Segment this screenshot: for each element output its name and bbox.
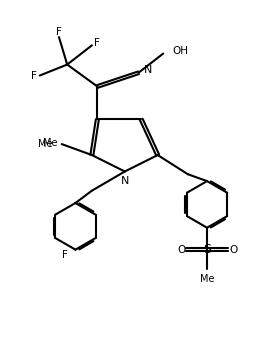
Text: OH: OH [173, 46, 189, 56]
Text: S: S [203, 243, 211, 256]
Text: Me: Me [38, 139, 52, 149]
Text: Me: Me [200, 274, 214, 284]
Text: F: F [94, 38, 100, 48]
Text: F: F [31, 71, 37, 81]
Text: O: O [177, 245, 185, 255]
Text: N: N [143, 65, 152, 75]
Text: F: F [56, 27, 62, 37]
Text: N: N [120, 176, 129, 186]
Text: F: F [62, 250, 68, 260]
Text: Me: Me [43, 138, 58, 148]
Text: O: O [229, 245, 237, 255]
